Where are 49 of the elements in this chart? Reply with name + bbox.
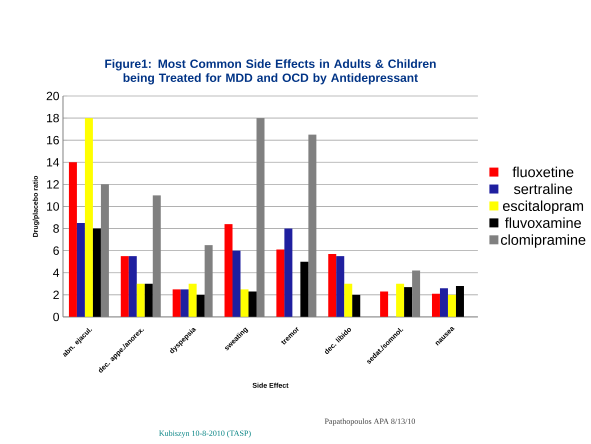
bar — [172, 289, 181, 317]
bar — [336, 256, 344, 317]
bar — [248, 292, 257, 317]
text: Kubiszyn 10-8-2010 (TASP) — [159, 430, 251, 438]
bar — [404, 287, 412, 317]
bar — [68, 162, 77, 317]
bar — [84, 118, 93, 317]
y-tick-label: 12 — [47, 180, 59, 189]
bar — [432, 294, 440, 317]
y-tick-label: 10 — [47, 202, 59, 211]
y-tick-label: 2 — [53, 290, 59, 300]
legend-label: fluoxetine — [512, 166, 574, 178]
legend-label: sertraline — [514, 184, 572, 194]
bar — [240, 289, 249, 317]
bar — [180, 289, 189, 317]
y-tick-label: 18 — [47, 114, 59, 122]
y-tick-label: 6 — [53, 246, 59, 255]
legend-label: fluvoxamine — [504, 217, 581, 228]
bar — [300, 262, 308, 317]
y-tick-label: 4 — [53, 268, 60, 277]
y-tick-label: 0 — [53, 312, 59, 322]
bar — [92, 228, 101, 317]
bar — [328, 254, 336, 317]
chart-title: Figure1: Most Common Side Effects in Adults & Children being Treated for MDD and OCD by Antidepressant — [105, 59, 436, 84]
bar — [448, 294, 456, 317]
bar — [284, 228, 292, 317]
legend-label: escitalopram — [503, 200, 584, 214]
bar — [144, 284, 153, 317]
y-tick-label: 8 — [53, 224, 59, 233]
legend-label: clomipramine — [501, 234, 586, 248]
bar — [344, 284, 352, 317]
y-tick-label: 14 — [47, 158, 60, 166]
y-tick-label: 16 — [47, 136, 59, 144]
bar — [456, 286, 464, 317]
bar — [352, 294, 360, 317]
bar — [396, 284, 404, 317]
bar — [224, 224, 233, 317]
bar — [380, 292, 388, 317]
text: Papathopoulos APA 8/13/10 — [324, 418, 416, 426]
bar — [196, 294, 205, 317]
bar — [440, 288, 448, 317]
bar — [232, 250, 241, 317]
bar — [276, 250, 284, 317]
bar — [76, 223, 85, 317]
bar — [188, 284, 197, 317]
bar — [128, 256, 137, 317]
bar — [136, 284, 145, 317]
bar — [120, 256, 129, 317]
y-tick-label: 20 — [46, 92, 59, 100]
